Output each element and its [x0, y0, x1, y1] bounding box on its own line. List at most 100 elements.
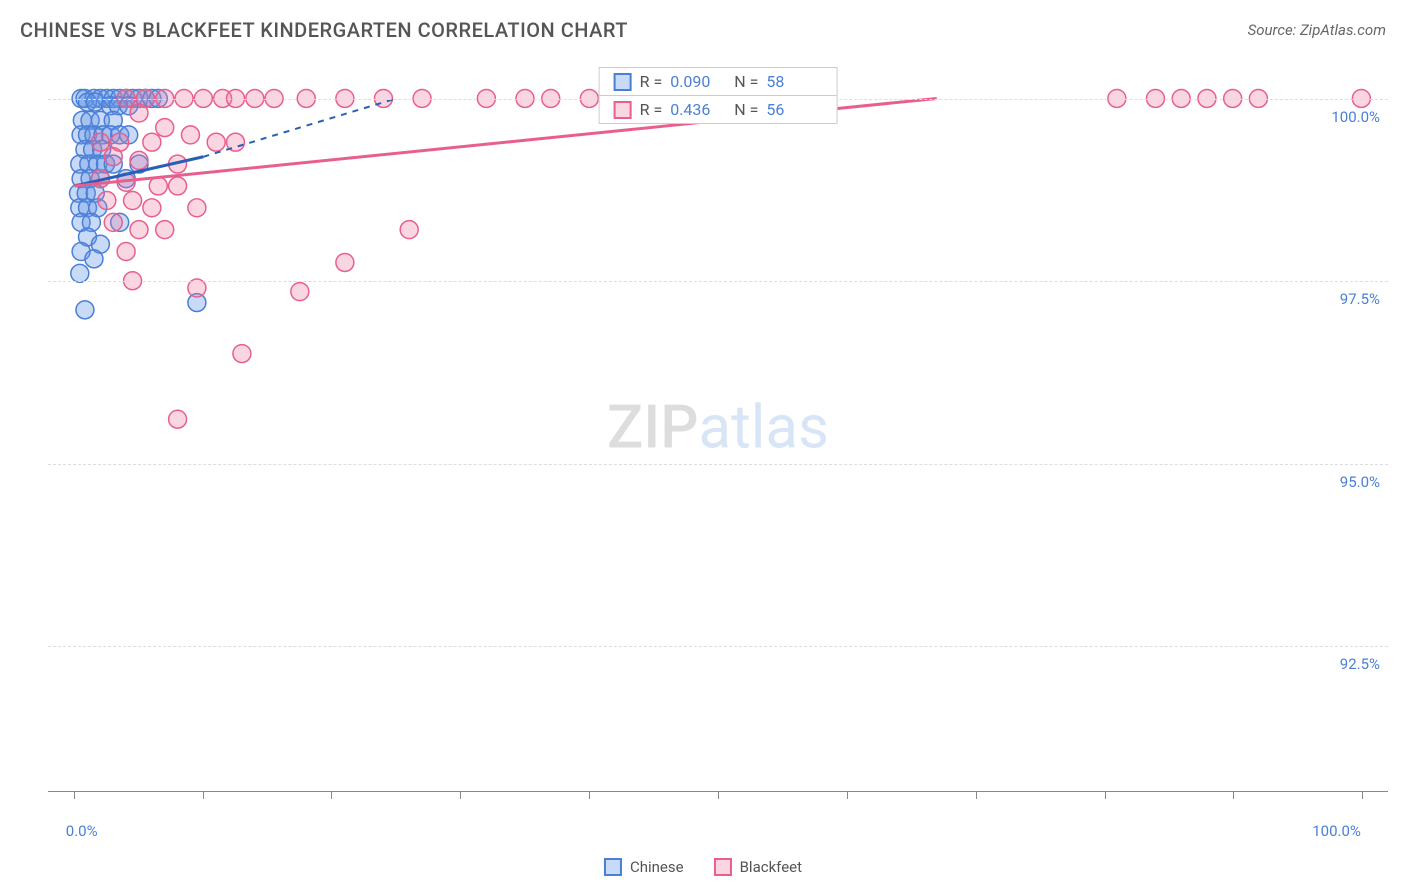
data-point — [71, 264, 89, 282]
gridline — [48, 646, 1388, 647]
data-point — [79, 93, 97, 111]
data-point — [143, 199, 161, 217]
x-tick — [1362, 791, 1363, 799]
data-point — [111, 213, 129, 231]
data-point — [181, 126, 199, 144]
data-point — [82, 213, 100, 231]
data-point — [72, 243, 90, 261]
y-tick-label: 97.5% — [1340, 290, 1380, 308]
data-point — [89, 155, 107, 173]
n-value: 56 — [766, 100, 822, 119]
data-point — [188, 294, 206, 312]
data-point — [104, 155, 122, 173]
data-point — [79, 228, 97, 246]
y-tick-label: 95.0% — [1340, 473, 1380, 491]
data-point — [94, 126, 112, 144]
x-tick — [1105, 791, 1106, 799]
data-point — [91, 170, 109, 188]
n-label: N = — [734, 72, 758, 91]
watermark-zip: ZIP — [607, 391, 698, 462]
legend-stat-row: R =0.436N =56 — [600, 96, 837, 123]
data-point — [71, 199, 89, 217]
data-point — [86, 184, 104, 202]
n-value: 58 — [766, 72, 822, 91]
data-point — [188, 199, 206, 217]
x-axis-end-label: 100.0% — [1312, 822, 1361, 840]
r-value: 0.436 — [670, 100, 726, 119]
legend-item: Chinese — [604, 858, 684, 876]
y-tick-label: 92.5% — [1340, 655, 1380, 673]
x-tick — [203, 791, 204, 799]
gridline — [48, 464, 1388, 465]
data-point — [85, 250, 103, 268]
data-point — [86, 93, 104, 111]
data-point — [79, 199, 97, 217]
x-tick — [460, 791, 461, 799]
data-point — [104, 111, 122, 129]
x-tick — [74, 791, 75, 799]
x-tick — [1233, 791, 1234, 799]
legend-item: Blackfeet — [714, 858, 802, 876]
data-point — [104, 213, 122, 231]
x-tick — [976, 791, 977, 799]
legend-swatch — [614, 73, 632, 91]
data-point — [336, 253, 354, 271]
x-tick — [847, 791, 848, 799]
watermark-atlas: atlas — [699, 391, 829, 462]
data-point — [143, 133, 161, 151]
data-point — [73, 111, 91, 129]
data-point — [130, 151, 148, 169]
legend-swatch — [714, 858, 732, 876]
r-label: R = — [640, 100, 663, 119]
chart-plot-area: ZIPatlas R =0.090N =58R =0.436N =56 92.5… — [48, 62, 1388, 792]
chart-source: Source: ZipAtlas.com — [1248, 21, 1386, 39]
data-point — [111, 133, 129, 151]
x-tick — [331, 791, 332, 799]
data-point — [117, 243, 135, 261]
x-axis-start-label: 0.0% — [66, 822, 98, 840]
chart-svg-layer — [48, 62, 1388, 791]
data-point — [120, 126, 138, 144]
data-point — [93, 140, 111, 158]
data-point — [130, 104, 148, 122]
x-tick — [718, 791, 719, 799]
watermark: ZIPatlas — [607, 391, 829, 462]
data-point — [227, 133, 245, 151]
data-point — [76, 140, 94, 158]
data-point — [102, 126, 120, 144]
data-point — [124, 192, 142, 210]
data-point — [117, 173, 135, 191]
data-point — [91, 111, 109, 129]
data-point — [130, 155, 148, 173]
trend-line-extrapolated — [203, 98, 396, 156]
data-point — [79, 126, 97, 144]
data-point — [156, 119, 174, 137]
chart-title: CHINESE VS BLACKFEET KINDERGARTEN CORREL… — [20, 18, 628, 42]
data-point — [291, 283, 309, 301]
data-point — [91, 133, 109, 151]
data-point — [156, 221, 174, 239]
data-point — [80, 155, 98, 173]
chart-header: CHINESE VS BLACKFEET KINDERGARTEN CORREL… — [0, 0, 1406, 52]
legend-swatch — [614, 101, 632, 119]
data-point — [81, 111, 99, 129]
data-point — [233, 345, 251, 363]
correlation-legend: R =0.090N =58R =0.436N =56 — [599, 67, 838, 124]
y-tick-label: 100.0% — [1331, 108, 1380, 126]
data-point — [97, 155, 115, 173]
data-point — [72, 213, 90, 231]
data-point — [98, 192, 116, 210]
data-point — [85, 126, 103, 144]
data-point — [149, 177, 167, 195]
data-point — [117, 170, 135, 188]
data-point — [71, 155, 89, 173]
data-point — [70, 184, 88, 202]
data-point — [84, 140, 102, 158]
data-point — [91, 235, 109, 253]
data-point — [130, 221, 148, 239]
gridline — [48, 281, 1388, 282]
legend-label: Blackfeet — [740, 858, 802, 876]
data-point — [72, 126, 90, 144]
data-point — [207, 133, 225, 151]
r-value: 0.090 — [670, 72, 726, 91]
